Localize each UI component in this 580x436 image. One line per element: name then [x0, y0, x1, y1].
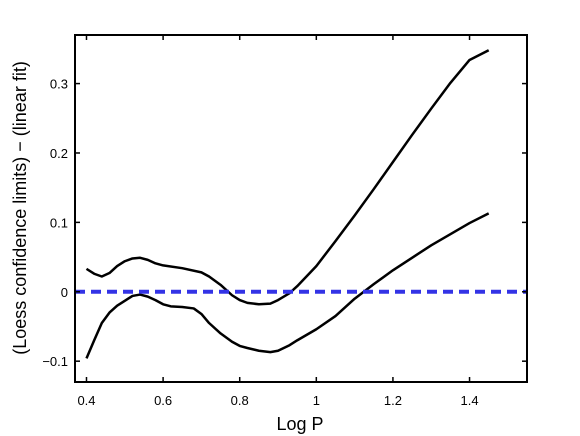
y-tick-label: −0.1 [42, 354, 68, 369]
y-tick-label: 0.2 [50, 146, 68, 161]
axis-tick-labels: 0.4 0.6 0.8 1 1.2 1.4 −0.1 0 0.1 0.2 0.3 [42, 77, 478, 408]
x-tick-label: 1.2 [384, 393, 402, 408]
y-tick-label: 0.3 [50, 77, 68, 92]
y-axis-label: (Loess confidence limits) − (linear fit) [10, 61, 30, 355]
y-tick-label: 0 [61, 285, 68, 300]
y-tick-label: 0.1 [50, 215, 68, 230]
x-tick-label: 0.4 [77, 393, 95, 408]
series-line-1 [85, 49, 490, 306]
x-axis-label: Log P [276, 414, 323, 434]
x-tick-label: 1.4 [461, 393, 479, 408]
plot-lines [75, 49, 527, 359]
x-tick-label: 0.8 [231, 393, 249, 408]
x-tick-label: 1 [313, 393, 320, 408]
plot-frame [74, 34, 528, 383]
series-line-2 [85, 212, 490, 359]
axis-ticks [75, 35, 527, 382]
x-tick-label: 0.6 [154, 393, 172, 408]
